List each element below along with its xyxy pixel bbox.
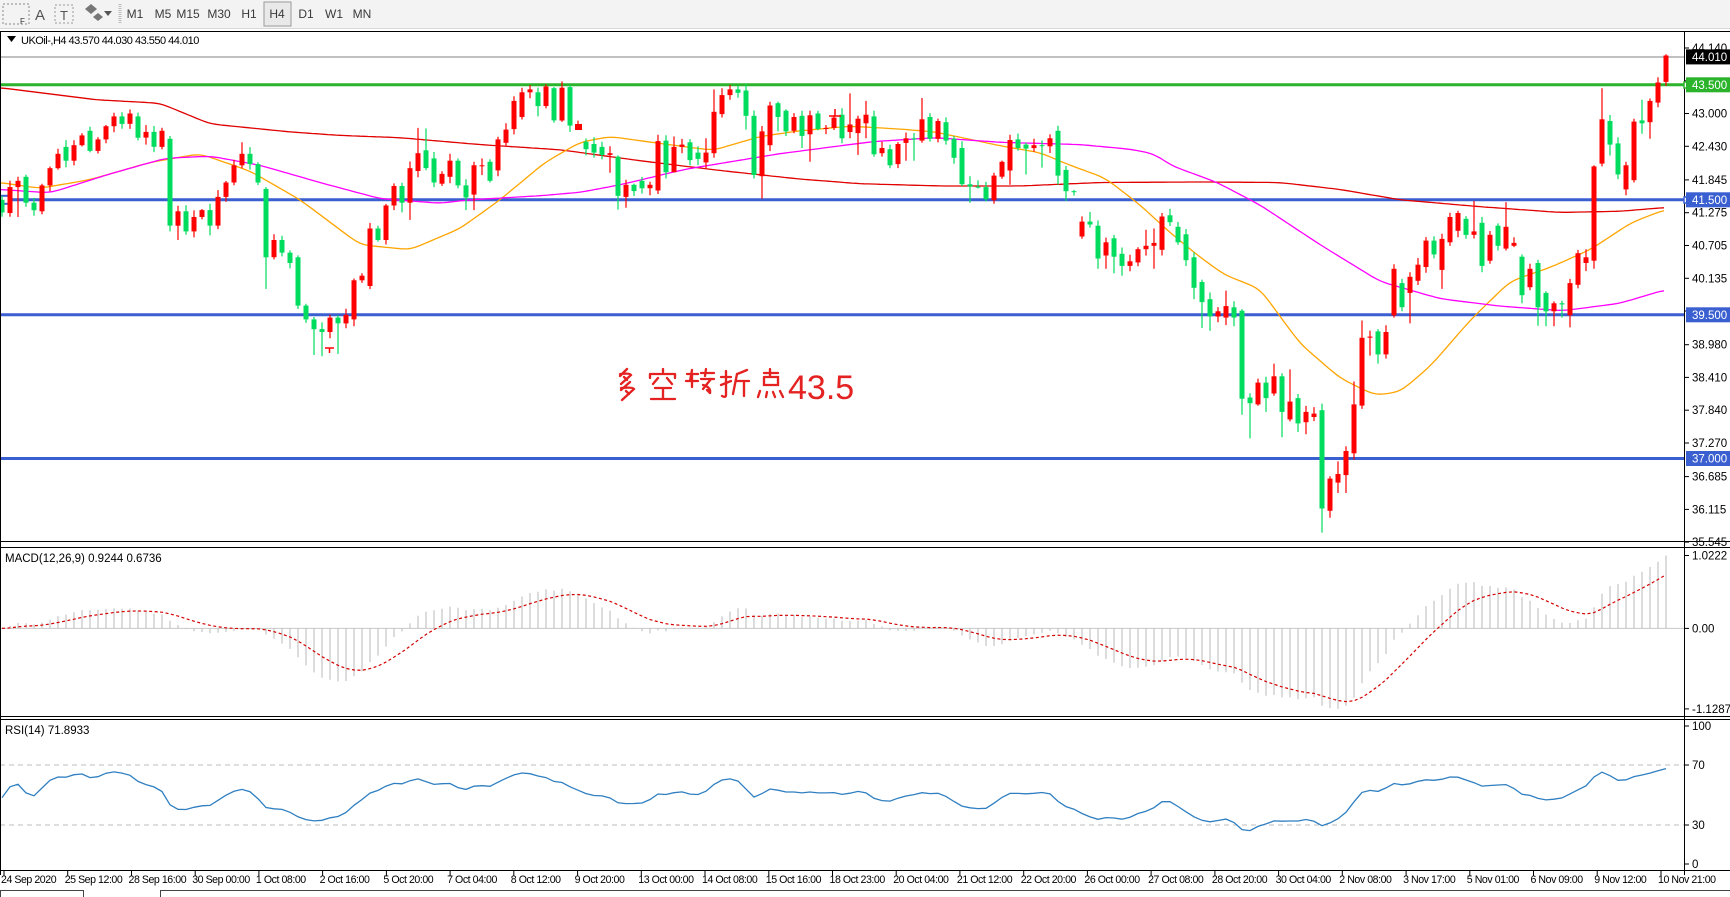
svg-text:W1: W1 <box>325 7 343 21</box>
svg-text:H1: H1 <box>241 7 257 21</box>
svg-text:10 Nov 21:00: 10 Nov 21:00 <box>1658 874 1716 886</box>
svg-text:28 Oct 20:00: 28 Oct 20:00 <box>1212 874 1268 886</box>
svg-text:37.000: 37.000 <box>1692 454 1727 466</box>
svg-text:36.685: 36.685 <box>1692 472 1727 484</box>
svg-text:M5: M5 <box>155 7 172 21</box>
svg-text:70: 70 <box>1692 760 1705 772</box>
svg-text:40.705: 40.705 <box>1692 241 1727 253</box>
svg-text:42.430: 42.430 <box>1692 141 1727 153</box>
svg-text:100: 100 <box>1692 721 1711 733</box>
svg-text:15 Oct 16:00: 15 Oct 16:00 <box>766 874 822 886</box>
svg-text:0.00: 0.00 <box>1692 623 1714 635</box>
svg-text:26 Oct 00:00: 26 Oct 00:00 <box>1084 874 1140 886</box>
svg-text:14 Oct 08:00: 14 Oct 08:00 <box>702 874 758 886</box>
svg-text:5 Oct 20:00: 5 Oct 20:00 <box>383 874 433 886</box>
svg-text:0: 0 <box>1692 859 1698 871</box>
svg-text:M30: M30 <box>207 7 231 21</box>
svg-text:T: T <box>60 8 68 23</box>
svg-text:A: A <box>35 7 45 24</box>
svg-text:38.980: 38.980 <box>1692 340 1727 352</box>
svg-text:1.0222: 1.0222 <box>1692 551 1727 563</box>
svg-text:43.500: 43.500 <box>1692 80 1727 92</box>
svg-text:44.010: 44.010 <box>1692 52 1727 64</box>
svg-text:M1: M1 <box>127 7 144 21</box>
svg-text:38.410: 38.410 <box>1692 372 1727 384</box>
svg-text:-1.1287: -1.1287 <box>1692 704 1730 716</box>
svg-text:1 Oct 08:00: 1 Oct 08:00 <box>256 874 306 886</box>
svg-text:D1: D1 <box>298 7 314 21</box>
svg-text:MN: MN <box>353 7 372 21</box>
svg-text:21 Oct 12:00: 21 Oct 12:00 <box>957 874 1013 886</box>
svg-text:H4: H4 <box>269 7 285 21</box>
svg-text:2 Nov 08:00: 2 Nov 08:00 <box>1339 874 1392 886</box>
svg-text:41.845: 41.845 <box>1692 175 1727 187</box>
svg-text:41.500: 41.500 <box>1692 195 1727 207</box>
svg-text:20 Oct 04:00: 20 Oct 04:00 <box>893 874 949 886</box>
svg-text:MACD(12,26,9) 0.9244 0.6736: MACD(12,26,9) 0.9244 0.6736 <box>5 553 162 565</box>
svg-text:43.000: 43.000 <box>1692 109 1727 121</box>
svg-text:M15: M15 <box>176 7 200 21</box>
svg-text:9 Oct 20:00: 9 Oct 20:00 <box>575 874 625 886</box>
svg-text:8 Oct 12:00: 8 Oct 12:00 <box>511 874 561 886</box>
svg-text:UKOil-,H4 43.570 44.030 43.55: UKOil-,H4 43.570 44.030 43.550 44.010 <box>21 35 199 47</box>
svg-text:RSI(14) 71.8933: RSI(14) 71.8933 <box>5 725 89 737</box>
svg-text:5 Nov 01:00: 5 Nov 01:00 <box>1467 874 1520 886</box>
svg-text:18 Oct 23:00: 18 Oct 23:00 <box>830 874 886 886</box>
svg-text:37.270: 37.270 <box>1692 438 1727 450</box>
svg-text:28 Sep 16:00: 28 Sep 16:00 <box>129 874 187 886</box>
svg-text:39.500: 39.500 <box>1692 310 1727 322</box>
svg-text:30: 30 <box>1692 820 1705 832</box>
svg-text:30 Oct 04:00: 30 Oct 04:00 <box>1276 874 1332 886</box>
svg-text:13 Oct 00:00: 13 Oct 00:00 <box>638 874 694 886</box>
svg-text:35.545: 35.545 <box>1692 537 1727 549</box>
svg-text:9 Nov 12:00: 9 Nov 12:00 <box>1594 874 1647 886</box>
svg-text:3 Nov 17:00: 3 Nov 17:00 <box>1403 874 1456 886</box>
svg-text:24 Sep 2020: 24 Sep 2020 <box>1 874 57 886</box>
svg-text:37.840: 37.840 <box>1692 405 1727 417</box>
svg-text:25 Sep 12:00: 25 Sep 12:00 <box>65 874 123 886</box>
svg-text:36.115: 36.115 <box>1692 504 1726 516</box>
svg-text:40.135: 40.135 <box>1692 273 1727 285</box>
svg-text:7 Oct 04:00: 7 Oct 04:00 <box>447 874 497 886</box>
svg-text:22 Oct 20:00: 22 Oct 20:00 <box>1021 874 1077 886</box>
svg-text:F: F <box>20 17 25 26</box>
svg-text:43.5: 43.5 <box>788 369 854 407</box>
svg-text:27 Oct 08:00: 27 Oct 08:00 <box>1148 874 1204 886</box>
svg-text:30 Sep 00:00: 30 Sep 00:00 <box>192 874 250 886</box>
svg-text:2 Oct 16:00: 2 Oct 16:00 <box>320 874 370 886</box>
svg-text:6 Nov 09:00: 6 Nov 09:00 <box>1531 874 1584 886</box>
svg-text:41.275: 41.275 <box>1692 208 1727 220</box>
